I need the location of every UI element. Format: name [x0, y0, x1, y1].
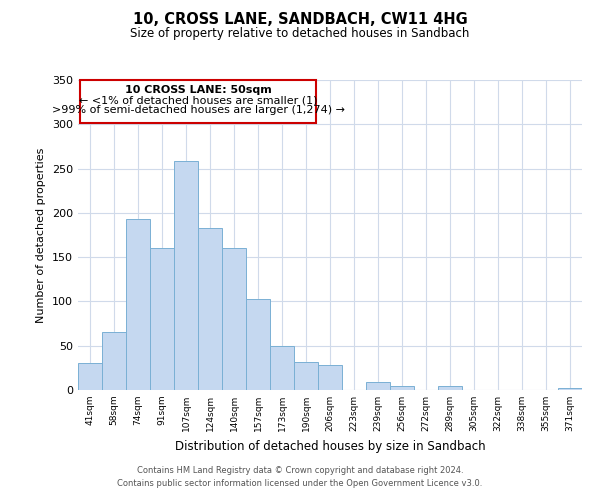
Bar — [222, 248, 246, 390]
Text: Size of property relative to detached houses in Sandbach: Size of property relative to detached ho… — [130, 28, 470, 40]
Bar — [174, 162, 198, 390]
Bar — [366, 382, 390, 390]
Bar — [102, 332, 126, 390]
Bar — [318, 365, 342, 390]
Text: Contains HM Land Registry data © Crown copyright and database right 2024.
Contai: Contains HM Land Registry data © Crown c… — [118, 466, 482, 487]
Bar — [126, 219, 150, 390]
Text: 10, CROSS LANE, SANDBACH, CW11 4HG: 10, CROSS LANE, SANDBACH, CW11 4HG — [133, 12, 467, 28]
Bar — [294, 362, 318, 390]
Bar — [80, 80, 316, 122]
Bar — [558, 388, 582, 390]
Text: ← <1% of detached houses are smaller (1): ← <1% of detached houses are smaller (1) — [79, 95, 317, 105]
Text: >99% of semi-detached houses are larger (1,274) →: >99% of semi-detached houses are larger … — [52, 105, 344, 115]
Bar — [390, 386, 414, 390]
Bar — [78, 364, 102, 390]
Text: 10 CROSS LANE: 50sqm: 10 CROSS LANE: 50sqm — [125, 86, 271, 96]
Bar — [246, 299, 270, 390]
Y-axis label: Number of detached properties: Number of detached properties — [37, 148, 46, 322]
Bar — [270, 346, 294, 390]
Bar — [438, 386, 462, 390]
Bar — [150, 248, 174, 390]
Bar — [198, 228, 222, 390]
X-axis label: Distribution of detached houses by size in Sandbach: Distribution of detached houses by size … — [175, 440, 485, 452]
